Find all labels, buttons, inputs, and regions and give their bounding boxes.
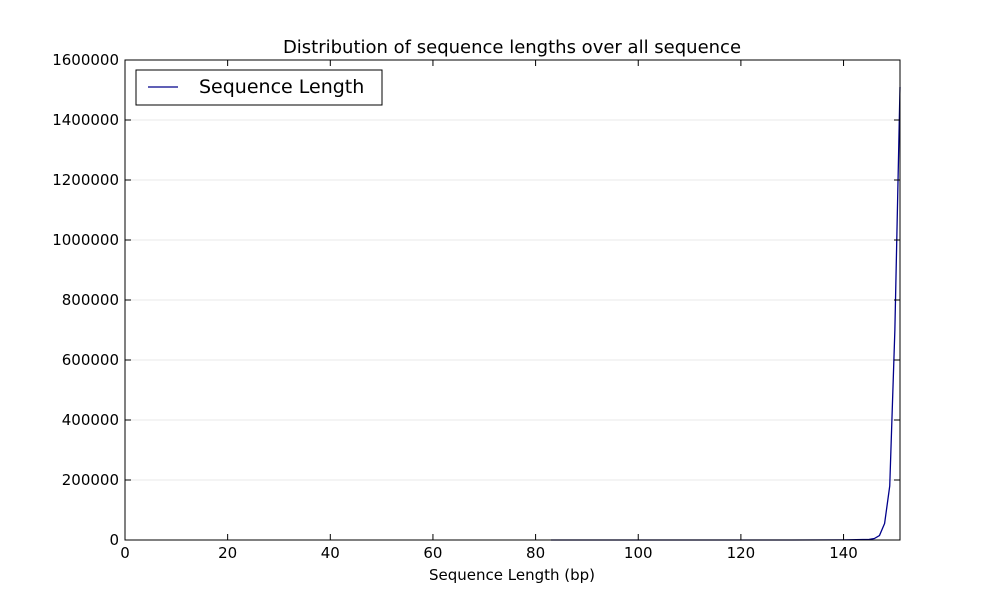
x-tick-label: 120 [727,544,756,562]
chart-title: Distribution of sequence lengths over al… [283,37,741,58]
series-line [550,86,901,541]
series-layer [550,86,901,541]
y-tick-label: 200000 [62,471,119,489]
y-tick-label: 0 [109,531,119,549]
y-axis: 0 200000 400000 600000 800000 1000000 1200000 1… [52,51,900,549]
legend: Sequence Length [135,69,383,106]
x-tick-label: 100 [624,544,653,562]
x-tick-label: 140 [829,544,858,562]
grid-lines [125,119,900,481]
y-tick-label: 1400000 [52,111,119,129]
y-tick-label: 400000 [62,411,119,429]
x-tick-label: 80 [526,544,545,562]
x-axis: 0 20 40 60 80 100 120 140 [120,60,858,562]
y-tick-label: 1200000 [52,171,119,189]
y-tick-label: 1000000 [52,231,119,249]
x-tick-label: 0 [120,544,130,562]
x-tick-label: 40 [321,544,340,562]
y-tick-label: 1600000 [52,51,119,69]
y-tick-label: 600000 [62,351,119,369]
y-tick-label: 800000 [62,291,119,309]
x-tick-label: 60 [423,544,442,562]
x-axis-label: Sequence Length (bp) [429,566,595,584]
legend-label: Sequence Length [199,76,364,98]
x-tick-label: 20 [218,544,237,562]
